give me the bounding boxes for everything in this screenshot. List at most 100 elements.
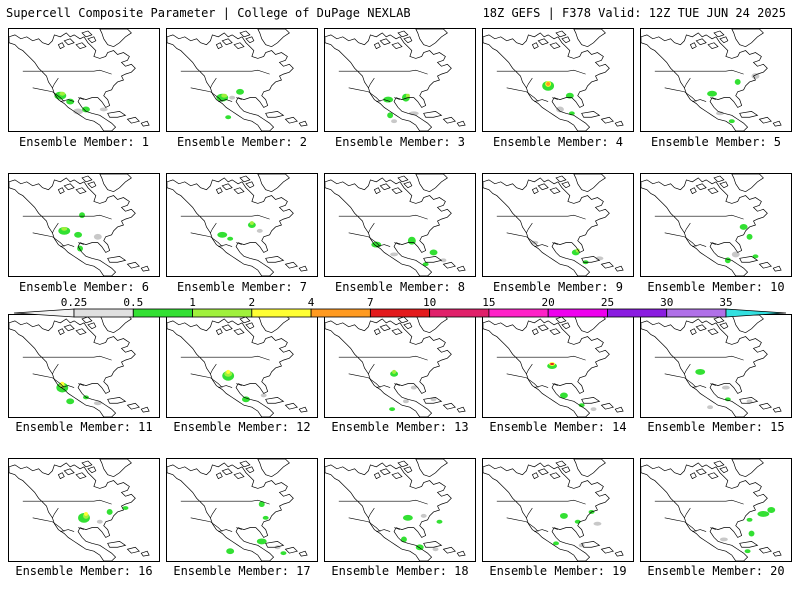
coastline-outline: [483, 32, 610, 131]
north-america-map: [9, 459, 150, 561]
political-border: [664, 373, 697, 388]
island-outline: [403, 36, 413, 44]
scp-shading-patch: [559, 392, 568, 399]
political-border: [709, 242, 717, 245]
island-outline: [772, 265, 782, 272]
island-outline: [87, 466, 97, 474]
island-outline: [695, 468, 707, 476]
island-outline: [719, 36, 729, 44]
political-border: [376, 244, 391, 247]
scp-shading-patch: [221, 93, 228, 98]
island-outline: [549, 328, 561, 336]
scp-shading-patch: [728, 119, 735, 124]
political-border: [368, 222, 375, 233]
political-border: [526, 363, 533, 374]
island-outline: [126, 546, 140, 554]
political-border: [60, 99, 75, 102]
island-outline: [87, 181, 97, 189]
political-border: [60, 529, 75, 532]
political-border: [22, 214, 112, 220]
political-border: [684, 507, 691, 518]
island-outline: [397, 316, 409, 324]
island-outline: [614, 265, 624, 272]
political-border: [190, 373, 223, 388]
scp-shading-patch: [429, 249, 438, 256]
colorbar-segment: [369, 308, 431, 318]
coastline-outline: [167, 32, 294, 131]
coastline-outline: [9, 318, 136, 417]
political-border: [684, 222, 691, 233]
scp-shading-patch: [74, 231, 83, 238]
scp-shading-patch: [746, 517, 753, 522]
scp-shading-patch: [122, 506, 129, 510]
political-border: [180, 499, 270, 505]
scp-shading-patch: [405, 93, 410, 98]
island-outline: [87, 322, 97, 330]
island-outline: [75, 42, 87, 50]
island-outline: [531, 472, 539, 480]
political-border: [338, 214, 428, 220]
ensemble-member-label: Ensemble Member: 15: [647, 420, 785, 434]
political-border: [52, 222, 59, 233]
scp-shading-patch: [430, 397, 437, 402]
scp-shading-patch: [217, 231, 228, 238]
island-outline: [772, 406, 782, 413]
island-outline: [126, 116, 140, 124]
scp-shading-patch: [387, 112, 394, 119]
island-outline: [531, 328, 539, 336]
island-outline: [689, 328, 697, 336]
island-outline: [140, 406, 150, 413]
island-outline: [423, 397, 443, 404]
north-america-map: [167, 29, 308, 131]
scp-shading-patch: [256, 538, 267, 545]
scp-shading-patch: [546, 81, 551, 86]
island-outline: [233, 328, 245, 336]
political-border: [235, 527, 243, 530]
scp-shading-patch: [422, 262, 429, 267]
political-border: [393, 527, 401, 530]
scp-shading-patch: [746, 399, 753, 404]
greenland-outline: [573, 459, 606, 478]
scp-shading-patch: [752, 254, 759, 259]
scp-shading-patch: [256, 228, 263, 233]
island-outline: [561, 466, 571, 474]
north-america-map: [167, 174, 308, 276]
island-outline: [600, 402, 614, 410]
coastline-outline: [641, 318, 768, 417]
political-border: [534, 99, 549, 102]
political-border: [551, 383, 559, 386]
island-outline: [140, 265, 150, 272]
island-outline: [221, 183, 233, 191]
greenland-outline: [731, 459, 764, 478]
political-border: [22, 355, 112, 361]
island-outline: [689, 472, 697, 480]
coastline-outline: [483, 462, 610, 561]
island-outline: [600, 546, 614, 554]
island-outline: [63, 468, 75, 476]
political-border: [190, 517, 223, 532]
scp-shading-patch: [258, 501, 265, 508]
island-outline: [265, 111, 285, 118]
north-america-map: [167, 315, 308, 417]
political-border: [77, 527, 85, 530]
colorbar-tick-label: 25: [601, 296, 614, 309]
ensemble-member-label: Ensemble Member: 11: [15, 420, 153, 434]
greenland-outline: [731, 29, 764, 48]
island-outline: [719, 466, 729, 474]
island-outline: [707, 472, 719, 480]
colorbar-tick-label: 30: [660, 296, 673, 309]
island-outline: [695, 324, 707, 332]
island-outline: [391, 187, 403, 195]
island-outline: [707, 328, 719, 336]
scp-shading-patch: [415, 544, 424, 551]
ensemble-member-map-7: [166, 173, 318, 277]
coastline-outline: [325, 462, 452, 561]
political-border: [190, 232, 223, 247]
political-border: [218, 529, 233, 532]
political-border: [709, 97, 717, 100]
island-outline: [391, 328, 403, 336]
header-right-title: 18Z GEFS | F378 Valid: 12Z TUE JUN 24 20…: [482, 6, 786, 20]
coastline-outline: [9, 177, 136, 276]
north-america-map: [483, 174, 624, 276]
island-outline: [140, 120, 150, 127]
